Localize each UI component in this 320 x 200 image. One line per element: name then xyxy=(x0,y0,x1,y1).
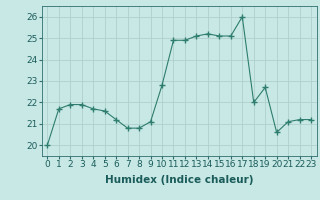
X-axis label: Humidex (Indice chaleur): Humidex (Indice chaleur) xyxy=(105,175,253,185)
